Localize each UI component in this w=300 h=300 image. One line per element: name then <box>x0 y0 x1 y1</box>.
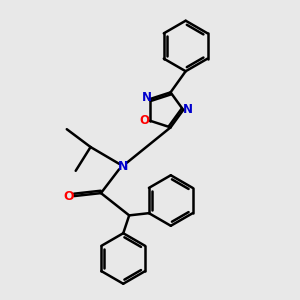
Text: N: N <box>141 91 152 104</box>
Text: O: O <box>64 190 74 202</box>
Text: N: N <box>118 160 128 173</box>
Text: O: O <box>140 114 150 127</box>
Text: N: N <box>182 103 193 116</box>
